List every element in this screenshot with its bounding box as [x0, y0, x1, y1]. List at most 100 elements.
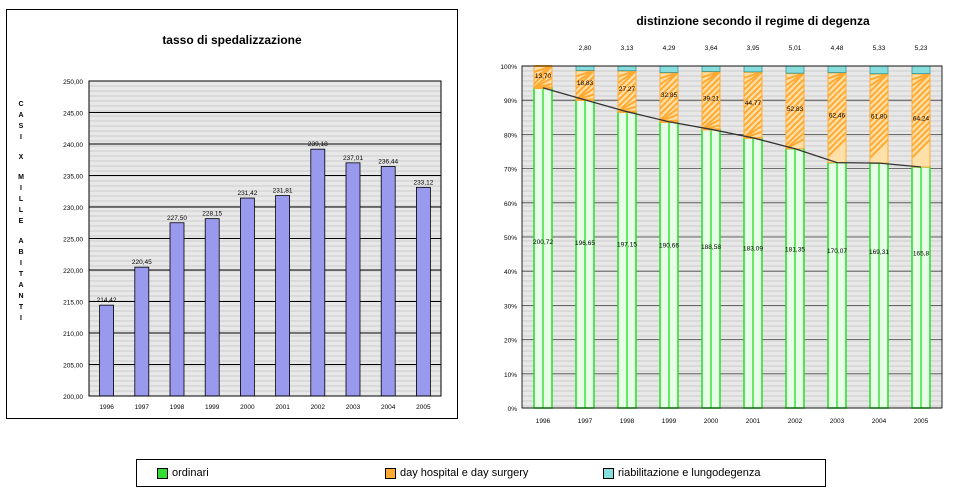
bar-segment-day-hospital-hatch: [827, 83, 847, 104]
legend-label: riabilitazione e lungodegenza: [618, 467, 761, 479]
riabilitazione-value-label: 2,80: [579, 45, 592, 52]
ordinari-value-label: 188,58: [701, 244, 721, 251]
bar-segment-day-hospital-hatch: [743, 101, 763, 121]
bar-segment-day-hospital-hatch: [659, 95, 679, 116]
y-axis-title-letter: A: [18, 238, 23, 245]
x-tick-label: 2004: [872, 418, 887, 425]
riabilitazione-value-label: 5,23: [915, 45, 928, 52]
y-tick-label: 225,00: [63, 237, 83, 244]
x-tick-label: 2002: [788, 418, 803, 425]
x-tick-label: 2003: [346, 404, 361, 411]
bar-value-label: 233,12: [413, 179, 433, 186]
riabilitazione-value-label: 3,64: [705, 45, 718, 52]
y-axis-title-letter: S: [19, 123, 24, 130]
bar-segment-day-hospital-hatch: [785, 114, 805, 134]
bar: [415, 186, 431, 397]
bar-segment-day-hospital-hatch: [911, 102, 931, 123]
hospitalization-rate-chart-panel: tasso di spedalizzazione 200,00 205,00 210,…: [6, 9, 458, 419]
bar-segment-day-hospital-hatch: [659, 83, 679, 104]
day-hospital-value-label: 39,21: [703, 95, 720, 102]
bar-segment-day-hospital-hatch: [911, 78, 931, 99]
y-tick-label: 200,00: [63, 394, 83, 401]
ordinari-value-label: 165,8: [913, 251, 930, 258]
bar-segment-day-hospital-hatch: [827, 95, 847, 116]
bar-segment-day-hospital-hatch: [701, 76, 721, 97]
y-tick-label: 230,00: [63, 205, 83, 212]
plot-border: [521, 65, 943, 409]
admission-regime-chart: distinzione secondo il regime di degenza…: [500, 14, 943, 425]
y-axis-title-letter: C: [18, 101, 23, 108]
bar-segment-day-hospital-hatch: [659, 89, 679, 110]
bar-segment-riabilitazione: [911, 65, 931, 75]
bar-segment-riabilitazione: [617, 65, 637, 72]
y-tick-label: 100%: [500, 64, 517, 71]
chart-title: tasso di spedalizzazione: [162, 33, 302, 47]
riabilitazione-value-label: 4,48: [831, 45, 844, 52]
y-tick-label: 80%: [504, 132, 517, 139]
x-tick-label: 2000: [704, 418, 719, 425]
bar-segment-day-hospital-hatch: [533, 65, 553, 85]
bar-value-label: 227,50: [167, 215, 187, 222]
bar-segment-riabilitazione: [659, 65, 679, 73]
bar-segment-day-hospital-hatch: [785, 120, 805, 140]
y-tick-label: 245,00: [63, 111, 83, 118]
bar-segment-riabilitazione: [827, 65, 847, 73]
day-hospital-value-label: 13,70: [535, 73, 552, 80]
bar-segment-day-hospital-hatch: [701, 94, 721, 115]
day-hospital-value-label: 44,77: [745, 100, 762, 107]
y-axis-title-letter: L: [19, 207, 24, 214]
bar: [310, 148, 326, 397]
bar-segment-day-hospital-hatch: [911, 132, 931, 153]
bar-segment-day-hospital-hatch: [869, 103, 889, 123]
bar-segment-day-hospital-hatch: [659, 77, 679, 98]
bar-segment-day-hospital-hatch: [743, 113, 763, 133]
y-axis-title-letter: I: [20, 260, 22, 267]
day-hospital-value-label: 18,83: [577, 80, 594, 87]
bar-segment-day-hospital-hatch: [827, 77, 847, 98]
bar-segment-day-hospital-hatch: [701, 82, 721, 103]
bar-segment-day-hospital-hatch: [701, 70, 721, 91]
bar-segment-day-hospital-hatch: [827, 89, 847, 110]
bar-segment-day-hospital-hatch: [869, 139, 889, 159]
y-tick-label: 40%: [504, 269, 517, 276]
riabilitazione-value-label: 5,33: [873, 45, 886, 52]
x-tick-label: 2003: [830, 418, 845, 425]
x-tick-label: 2001: [746, 418, 761, 425]
x-tick-label: 1998: [170, 404, 185, 411]
y-axis-title-letter: T: [19, 271, 24, 278]
bar: [134, 266, 150, 397]
bar-segment-riabilitazione: [785, 65, 805, 74]
bar-segment-day-hospital-hatch: [743, 77, 763, 97]
y-tick-label: 10%: [504, 372, 517, 379]
bar: [275, 195, 291, 397]
bar-segment-day-hospital-hatch: [911, 120, 931, 141]
admission-regime-chart-panel: distinzione secondo il regime di degenza…: [478, 9, 948, 429]
x-tick-label: 2002: [311, 404, 326, 411]
bar-segment-day-hospital-hatch: [869, 109, 889, 129]
y-axis-title-letter: N: [18, 293, 23, 300]
bar-value-label: 214,42: [97, 297, 117, 304]
bar-segment-day-hospital-hatch: [911, 84, 931, 105]
day-hospital-value-label: 61,80: [871, 113, 888, 120]
bar-segment-day-hospital-hatch: [911, 72, 931, 93]
bar-segment-day-hospital-hatch: [575, 75, 595, 96]
bar-segment-day-hospital-hatch: [659, 101, 679, 122]
bar-segment-day-hospital-hatch: [743, 95, 763, 115]
y-axis-title-letter: T: [19, 304, 24, 311]
bar-segment-day-hospital-hatch: [701, 106, 721, 127]
y-axis-title-letter: I: [20, 185, 22, 192]
bar-segment-day-hospital-hatch: [869, 97, 889, 117]
bar: [204, 218, 220, 397]
ordinari-value-label: 196,65: [575, 240, 595, 247]
ordinari-share-line: [542, 87, 922, 168]
legend-item-ordinari: ordinari: [157, 467, 209, 479]
bar-segment-day-hospital-hatch: [869, 91, 889, 111]
y-tick-label: 60%: [504, 201, 517, 208]
x-tick-label: 1999: [662, 418, 677, 425]
bar: [345, 162, 361, 397]
ordinari-value-label: 181,35: [785, 247, 805, 254]
bar-segment-riabilitazione: [701, 65, 721, 72]
bar-value-label: 231,81: [273, 188, 293, 195]
legend-label: ordinari: [172, 467, 209, 479]
x-tick-label: 1999: [205, 404, 220, 411]
